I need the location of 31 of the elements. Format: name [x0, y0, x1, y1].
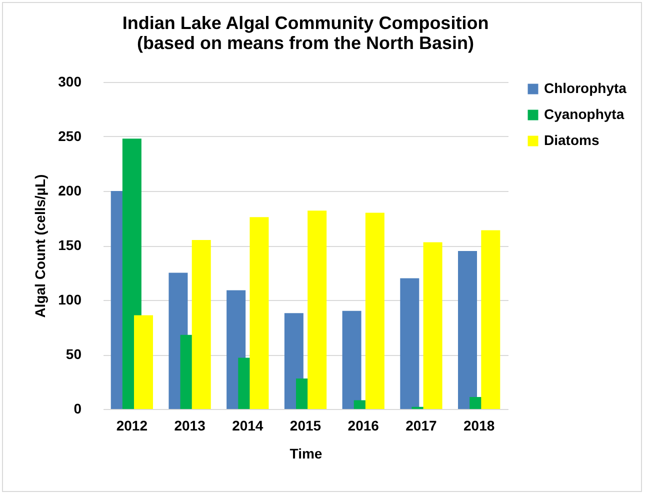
x-tick-label: 2017 [406, 418, 437, 434]
y-tick-label: 250 [58, 128, 82, 144]
y-tick-label: 150 [58, 237, 82, 253]
y-axis-title: Algal Count (cells/µL) [32, 174, 48, 318]
bar [192, 240, 211, 409]
x-tick-label: 2018 [463, 418, 495, 434]
y-tick-label: 50 [66, 346, 82, 362]
bar [250, 217, 269, 409]
bar [308, 210, 327, 409]
bar [400, 278, 420, 409]
text: Indian Lake Algal Community Composition [122, 13, 489, 33]
legend-label: Chlorophyta [544, 80, 627, 96]
y-tick-label: 100 [58, 292, 82, 308]
bar [481, 230, 500, 409]
bar [423, 242, 442, 409]
bar [134, 315, 153, 409]
y-tick-label: 300 [58, 74, 82, 90]
y-tick-label: 200 [58, 182, 82, 198]
x-tick-label: 2012 [116, 418, 148, 434]
x-tick-label: 2015 [290, 418, 322, 434]
bar [342, 310, 362, 409]
text: (based on means from the North Basin) [136, 33, 474, 53]
legend-label: Cyanophyta [544, 106, 624, 122]
bar [458, 250, 477, 409]
y-tick-label: 0 [74, 400, 82, 416]
bar [365, 212, 384, 409]
x-tick-label: 2016 [348, 418, 380, 434]
x-tick-label: 2013 [174, 418, 206, 434]
x-tick-label: 2014 [232, 418, 264, 434]
x-axis-title: Time [290, 446, 322, 462]
legend-label: Diatoms [544, 132, 600, 148]
